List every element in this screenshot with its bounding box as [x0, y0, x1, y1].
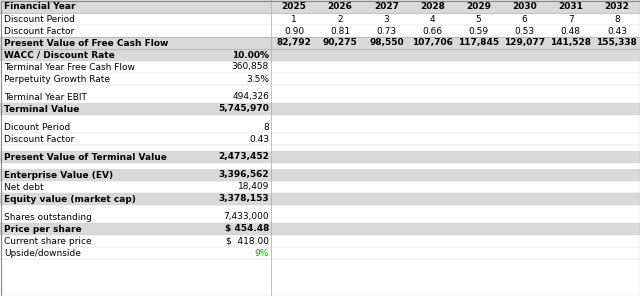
Text: 8: 8	[614, 15, 620, 23]
Text: 90,275: 90,275	[323, 38, 358, 47]
Text: Current share price: Current share price	[4, 237, 92, 245]
Text: 5: 5	[476, 15, 481, 23]
Text: $ 454.48: $ 454.48	[225, 224, 269, 234]
Text: 141,528: 141,528	[550, 38, 591, 47]
Text: 5,745,970: 5,745,970	[218, 104, 269, 113]
Text: 2027: 2027	[374, 2, 399, 11]
Text: 0.59: 0.59	[468, 27, 488, 36]
Text: 4: 4	[429, 15, 435, 23]
Text: Discount Factor: Discount Factor	[4, 27, 74, 36]
Text: 3,396,562: 3,396,562	[218, 170, 269, 179]
Text: 7: 7	[568, 15, 573, 23]
Text: $  418.00: $ 418.00	[226, 237, 269, 245]
Text: 9%: 9%	[255, 249, 269, 258]
Bar	[0, 193, 640, 205]
Text: 2,473,452: 2,473,452	[218, 152, 269, 162]
Text: 0.43: 0.43	[607, 27, 627, 36]
Text: Shares outstanding: Shares outstanding	[4, 213, 92, 221]
Text: 117,845: 117,845	[458, 38, 499, 47]
Text: 2026: 2026	[328, 2, 353, 11]
Text: Present Value of Terminal Value: Present Value of Terminal Value	[4, 152, 167, 162]
Text: 8: 8	[263, 123, 269, 131]
Text: Upside/downside: Upside/downside	[4, 249, 81, 258]
Text: 155,338: 155,338	[596, 38, 637, 47]
Text: 129,077: 129,077	[504, 38, 545, 47]
Text: 0.53: 0.53	[515, 27, 535, 36]
Text: 18,409: 18,409	[237, 183, 269, 192]
Text: 2032: 2032	[605, 2, 629, 11]
Text: Terminal Year Free Cash Flow: Terminal Year Free Cash Flow	[4, 62, 135, 72]
Text: 82,792: 82,792	[276, 38, 312, 47]
Text: 7,433,000: 7,433,000	[223, 213, 269, 221]
Text: 6: 6	[522, 15, 527, 23]
Text: 2031: 2031	[558, 2, 583, 11]
Text: Net debt: Net debt	[4, 183, 44, 192]
Text: 2030: 2030	[512, 2, 537, 11]
Text: Terminal Value: Terminal Value	[4, 104, 79, 113]
Text: 10.00%: 10.00%	[232, 51, 269, 59]
Text: 494,326: 494,326	[232, 92, 269, 102]
Bar	[0, 169, 640, 181]
Text: 3,378,153: 3,378,153	[218, 194, 269, 204]
Text: 0.90: 0.90	[284, 27, 304, 36]
Text: Discount Period: Discount Period	[4, 15, 75, 23]
Text: 0.81: 0.81	[330, 27, 350, 36]
Text: Present Value of Free Cash Flow: Present Value of Free Cash Flow	[4, 38, 168, 47]
Text: 2: 2	[337, 15, 343, 23]
Text: Enterprise Value (EV): Enterprise Value (EV)	[4, 170, 113, 179]
Text: 2029: 2029	[466, 2, 491, 11]
Text: 2028: 2028	[420, 2, 445, 11]
Bar	[0, 223, 640, 235]
Text: 0.43: 0.43	[249, 134, 269, 144]
Text: Dicount Period: Dicount Period	[4, 123, 70, 131]
Text: 1: 1	[291, 15, 297, 23]
Text: 3: 3	[383, 15, 389, 23]
Text: 0.48: 0.48	[561, 27, 581, 36]
Text: 360,858: 360,858	[232, 62, 269, 72]
Text: Terminal Year EBIT: Terminal Year EBIT	[4, 92, 87, 102]
Text: 107,706: 107,706	[412, 38, 453, 47]
Text: Perpetuity Growth Rate: Perpetuity Growth Rate	[4, 75, 110, 83]
Text: Equity value (market cap): Equity value (market cap)	[4, 194, 136, 204]
Text: 0.73: 0.73	[376, 27, 396, 36]
Bar	[0, 0, 640, 13]
Text: Financial Year: Financial Year	[4, 2, 76, 11]
Text: 98,550: 98,550	[369, 38, 404, 47]
Text: 3.5%: 3.5%	[246, 75, 269, 83]
Text: 0.66: 0.66	[422, 27, 442, 36]
Bar	[0, 103, 640, 115]
Bar	[0, 49, 640, 61]
Text: Price per share: Price per share	[4, 224, 82, 234]
Text: WACC / Discount Rate: WACC / Discount Rate	[4, 51, 115, 59]
Text: Discount Factor: Discount Factor	[4, 134, 74, 144]
Bar	[0, 37, 640, 49]
Text: 2025: 2025	[282, 2, 307, 11]
Bar	[0, 151, 640, 163]
